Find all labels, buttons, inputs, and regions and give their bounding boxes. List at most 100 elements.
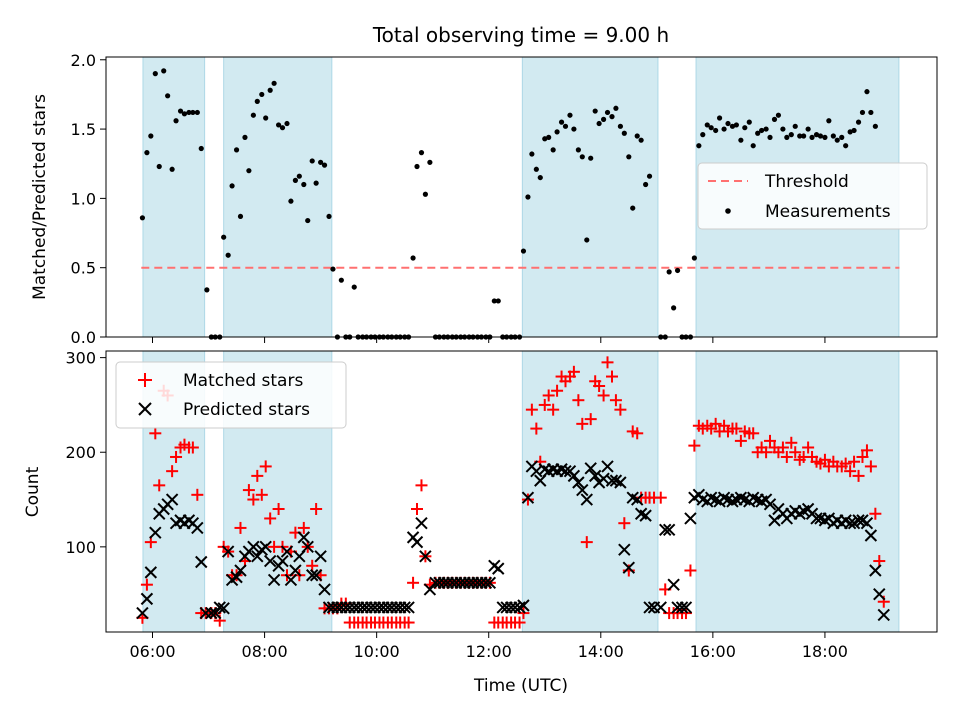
predicted-star-point [580, 493, 593, 506]
measurement-point [263, 115, 269, 121]
predicted-marker-b [869, 564, 882, 577]
predicted-star-point [675, 601, 689, 614]
predicted-star-point [318, 583, 331, 596]
measurement-point [746, 119, 752, 125]
predicted-marker-b [234, 564, 247, 577]
predicted-marker-b [618, 543, 631, 556]
predicted-star-point [679, 601, 693, 614]
matched-star-point [601, 356, 614, 369]
predicted-star-point [576, 483, 589, 497]
shaded-interval [521, 350, 659, 633]
predicted-marker-b [289, 564, 302, 577]
measurement-point [351, 284, 357, 290]
predicted-marker-b [402, 601, 415, 614]
top-x-ticks [152, 337, 826, 343]
measurement-point [584, 237, 590, 243]
predicted-marker-b [318, 583, 331, 596]
measurement-point [148, 133, 154, 139]
predicted-star-point [483, 576, 497, 590]
predicted-marker-b [662, 523, 676, 537]
predicted-marker-b [314, 550, 327, 563]
top-legend-box [697, 162, 928, 230]
predicted-marker-b [205, 606, 218, 620]
measurement-point [792, 123, 798, 129]
matched-star-point [542, 389, 555, 402]
threshold-legend-label: Threshold [764, 172, 849, 192]
measurement-point [708, 125, 714, 131]
bottom-x-axis: 06:00 08:00 10:00 12:00 14:00 16:00 18:00 [129, 632, 848, 661]
predicted-star-point [869, 564, 882, 577]
measurement-point [646, 173, 653, 179]
measurement-point [414, 163, 420, 170]
measurement-point [491, 298, 497, 304]
matched-star-point [525, 403, 538, 416]
predicted-star-point [601, 460, 614, 473]
predicted-marker-b [149, 526, 162, 539]
predicted-star-point [726, 495, 739, 508]
measurement-point [173, 118, 179, 124]
measurement-point [525, 194, 531, 200]
measurement-point [763, 126, 769, 132]
predicted-marker-b [843, 516, 857, 530]
shaded-interval [223, 56, 333, 338]
predicted-legend-swatch [138, 402, 152, 416]
matched-star-point [547, 403, 560, 416]
matched-star-point [631, 427, 644, 440]
predicted-star-point [247, 540, 260, 554]
measurement-point [288, 198, 294, 204]
shaded-interval [142, 56, 206, 338]
predicted-star-point [213, 601, 226, 614]
predicted-marker-b [267, 573, 281, 587]
measurement-point [834, 137, 840, 143]
predicted-marker-b [659, 523, 672, 537]
matched-star-point [576, 417, 589, 430]
matched-star-point [567, 365, 580, 378]
predicted-star-point [843, 516, 857, 530]
predicted-marker-b [684, 512, 697, 525]
predicted-star-point [314, 550, 327, 563]
matched-star-point [818, 453, 831, 466]
matched-star-point [402, 616, 415, 629]
matched-star-point [618, 517, 631, 530]
measurement-point [738, 137, 744, 143]
predicted-marker-b [679, 601, 693, 614]
predicted-marker-b [768, 514, 781, 527]
y-tick-label: 300 [65, 349, 96, 368]
top-y-axis: 0.0 0.5 1.0 1.5 2.0 [71, 51, 106, 347]
matched-star-point [191, 488, 204, 501]
measurement-point [495, 298, 501, 304]
predicted-marker-b [398, 601, 411, 614]
measurement-point [181, 111, 188, 117]
top-legend: Threshold Measurements [697, 162, 928, 230]
measurement-point [546, 134, 552, 140]
measurement-point [771, 116, 778, 122]
predicted-marker-b [415, 516, 428, 530]
measurement-point [775, 112, 782, 118]
matched-star-point [140, 578, 153, 591]
predicted-star-point [280, 545, 294, 558]
predicted-marker-b [559, 464, 572, 478]
predicted-star-point [136, 606, 149, 620]
y-tick-label: 1.0 [71, 189, 96, 208]
predicted-marker-b [856, 514, 869, 527]
matched-star-point [149, 427, 162, 440]
predicted-marker-b [738, 493, 752, 506]
measurement-point [321, 162, 328, 168]
matched-star-point [688, 439, 701, 452]
predicted-marker-b [634, 507, 648, 520]
measurements-legend-label: Measurements [765, 202, 891, 222]
measurement-point [221, 234, 227, 240]
x-tick-label: 06:00 [129, 642, 175, 661]
matched-star-point [272, 503, 285, 516]
measurement-point [630, 205, 636, 211]
measurement-point [542, 136, 548, 142]
predicted-marker-b [508, 601, 522, 614]
predicted-marker-b [675, 601, 689, 614]
predicted-star-point [479, 576, 493, 590]
measurement-point [755, 130, 761, 136]
measurement-point [750, 143, 756, 149]
predicted-star-point [768, 514, 781, 527]
matched-star-point [513, 616, 526, 629]
measurement-point [855, 119, 862, 125]
measurement-point [822, 134, 828, 140]
